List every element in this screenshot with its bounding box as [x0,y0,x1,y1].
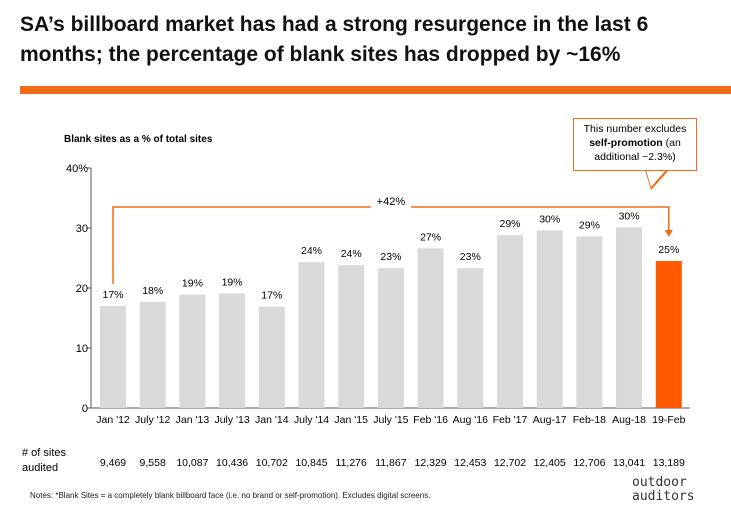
bar [298,262,325,408]
x-tick-label: July '14 [294,414,329,426]
sites-audited-value: 12,453 [454,457,486,469]
change-arrowhead [664,230,673,237]
x-tick-label: July '13 [214,414,249,426]
sites-audited-label: # of sites audited [22,446,66,476]
callout-line-2: self-promotion (an [574,136,696,150]
footnote: Notes: *Blank Sites = a completely blank… [30,491,431,500]
callout-bold-text: self-promotion [589,137,663,149]
sites-audited-value: 10,845 [295,457,327,469]
sites-audited-value: 13,189 [653,457,685,469]
x-tick-label: Jan '12 [96,414,130,426]
callout-pointer-fill [646,170,666,187]
bar [655,261,682,408]
x-tick-label: Aug-18 [612,414,646,426]
brand-logo: outdoor auditors [632,476,722,504]
x-tick-label: Aug '16 [453,414,488,426]
bar [258,306,285,408]
bar-data-label: 23% [460,251,481,263]
bar-data-label: 25% [658,244,679,256]
bar-data-label: 29% [579,219,600,231]
x-tick-label: Feb-18 [573,414,606,426]
bar [377,268,404,408]
sites-audited-value: 12,706 [573,457,605,469]
sites-audited-value: 13,041 [613,457,645,469]
sites-audited-value: 10,087 [176,457,208,469]
sites-audited-value: 10,436 [216,457,248,469]
bar [417,248,444,408]
logo-line-2: auditors [632,489,695,504]
change-label: +42% [377,196,406,208]
bar [139,301,166,408]
sites-audited-label-line-1: # of sites [22,447,67,459]
bar [338,265,365,408]
y-tick-label: 10 [76,343,88,355]
bar-data-label: 17% [261,290,282,302]
chart-title: Blank sites as a % of total sites [64,134,213,145]
bar [616,227,643,408]
sites-audited-value: 10,702 [256,457,288,469]
bar-data-label: 19% [222,276,243,288]
y-tick-label: 30 [76,223,88,235]
sites-audited-value: 9,469 [100,457,126,469]
bar [497,235,523,408]
bar [179,294,206,408]
bar-data-label: 23% [380,251,401,263]
x-tick-label: July '15 [373,414,408,426]
sites-audited-value: 9,558 [140,457,166,469]
x-tick-label: Aug-17 [533,414,567,426]
x-tick-label: Feb '16 [413,414,448,426]
callout-line-1: This number excludes [583,123,687,135]
x-tick-label: 19-Feb [652,414,685,426]
bar [536,230,563,408]
bar-data-label: 30% [539,213,560,225]
logo-line-1: outdoor [632,475,687,490]
y-tick-label: 0 [82,403,88,415]
change-label-backdrop [370,195,411,209]
x-tick-label: Jan '13 [176,414,210,426]
x-tick-label: Jan '14 [255,414,289,426]
sites-audited-value: 12,702 [494,457,526,469]
bar-data-label: 19% [182,278,203,290]
bar-data-label: 17% [102,289,123,301]
sites-audited-value: 11,276 [336,457,367,469]
y-tick-label: 20 [76,283,88,295]
bar-data-label: 24% [301,245,322,257]
x-tick-label: Jan '15 [334,414,368,426]
callout-box: This number excludes self-promotion (an … [573,118,697,171]
bar-data-label: 30% [619,210,640,222]
x-tick-label: Feb '17 [493,414,528,426]
callout-line-3: additional ~2.3%) [594,151,676,163]
bar [457,268,484,408]
bar-data-label: 18% [142,285,163,297]
bar [219,293,246,408]
sites-audited-value: 11,867 [375,457,406,469]
bar-data-label: 29% [499,218,520,230]
bar [576,236,603,408]
title-underline [20,86,731,94]
y-tick-label: 40% [66,163,88,175]
sites-audited-value: 12,329 [415,457,447,469]
bar [100,306,126,408]
sites-audited-value: 12,405 [534,457,566,469]
x-tick-label: July '12 [135,414,170,426]
page-title: SA’s billboard market has had a strong r… [20,13,649,66]
bar-data-label: 27% [420,231,441,243]
bar-data-label: 24% [341,248,362,260]
sites-audited-label-line-2: audited [22,462,59,474]
callout-line-2-rest: (an [662,137,681,149]
